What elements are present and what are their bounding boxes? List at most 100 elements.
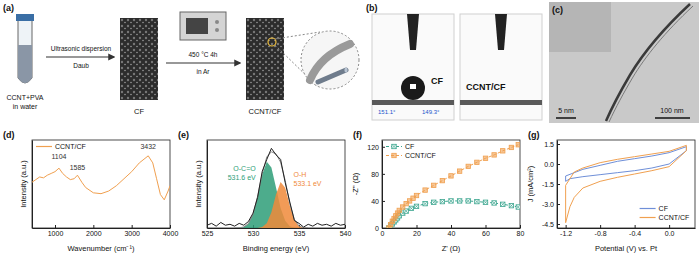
axis-title: J (mA/cm²) [526, 165, 535, 202]
marker-cross [501, 202, 505, 206]
legend: CFCCNT/CF [386, 143, 436, 159]
axis: 04080120 [367, 141, 385, 232]
tick-label: -3.0 [542, 201, 554, 208]
arrow [46, 56, 114, 57]
tick-label: 1000 [48, 230, 64, 237]
tick: 0 [375, 225, 385, 232]
tick-label: 530 [248, 230, 260, 237]
marker [432, 183, 436, 187]
photo [372, 14, 454, 120]
nanotube-end [344, 67, 347, 72]
coated-felt [246, 18, 284, 100]
tick-label: 0 [381, 230, 385, 237]
axis-title: Potential (V) vs. Pt [595, 244, 658, 253]
line [207, 148, 345, 227]
marker [492, 153, 496, 157]
tick: 540 [340, 225, 352, 237]
annotation: O-H [294, 171, 307, 178]
tick-mark [132, 225, 133, 228]
droplet [401, 76, 425, 100]
tick: 60 [482, 225, 490, 237]
legend-marker [392, 144, 396, 148]
tick: 0.0 [665, 225, 675, 237]
tick-label: -0.4 [629, 230, 641, 237]
legend: CFCCNT/CF [640, 205, 690, 221]
data-layer [207, 148, 345, 228]
tick-label: 40 [371, 198, 379, 205]
surface [372, 100, 454, 105]
tick-mark [417, 225, 418, 228]
line [389, 201, 518, 228]
label: Ultrasonic dispersion [51, 45, 112, 53]
data-layer [32, 156, 170, 200]
marker-cross [509, 203, 513, 207]
scale-bar [556, 117, 576, 119]
label: in Ar [196, 68, 210, 75]
marker [466, 164, 470, 168]
axis-title: Intensity (a.u.) [19, 160, 28, 208]
tick: 2000 [86, 225, 102, 237]
axis-line [33, 228, 171, 229]
axis-line [32, 141, 33, 229]
tick-label: -1.5 [542, 181, 554, 188]
photo [460, 14, 542, 120]
axis-title: Z' (Ω) [442, 244, 461, 253]
tick-mark [93, 225, 94, 228]
marker [509, 203, 513, 207]
marker-cross [414, 204, 418, 208]
legend-label: CCNT/CF [55, 143, 86, 150]
tick-label: 0.0 [544, 161, 554, 168]
tick-label: -4.5 [542, 221, 554, 228]
nanotube-wall [609, 6, 693, 122]
line [32, 156, 170, 200]
annotation: 3432 [140, 143, 156, 150]
tick: -0.4 [629, 225, 641, 237]
tick-mark [486, 225, 487, 228]
legend-label: CCNT/CF [405, 152, 436, 159]
tick-mark [382, 174, 385, 175]
marker [501, 202, 505, 206]
label: CF [134, 107, 144, 116]
marker-cross [475, 199, 479, 203]
data-layer [566, 145, 687, 222]
marker [432, 200, 436, 204]
chart: 02040608004080120(f)Z' (Ω)-Z'' (Ω)CFCCNT… [351, 130, 524, 253]
legend-line [640, 208, 656, 209]
marker [409, 206, 413, 210]
tick-mark [382, 147, 385, 148]
line [235, 152, 309, 228]
marker-cross [483, 200, 487, 204]
tick-label: 20 [413, 230, 421, 237]
marker [449, 174, 453, 178]
tick-mark [170, 225, 171, 228]
axis-line [207, 141, 208, 229]
annotation: 531.6 eV [228, 174, 256, 181]
arrow [166, 62, 240, 63]
area [235, 162, 309, 228]
label: Daub [73, 62, 89, 69]
figure: (a)CCNT+PVAin waterUltrasonic dispersion… [0, 0, 700, 255]
label: CCNT/CF [249, 107, 282, 116]
tick-mark [566, 225, 567, 228]
marker-cross [466, 199, 470, 203]
tick: 80 [371, 171, 385, 178]
tick-mark [55, 225, 56, 228]
panel-b: (b)CF151.1°149.3°CCNT/CF [366, 3, 542, 120]
axis-line [382, 141, 383, 229]
marker [509, 145, 513, 149]
marker [457, 169, 461, 173]
tick-label: 4000 [163, 230, 179, 237]
plot-frame [207, 140, 345, 228]
furnace-knob [215, 20, 219, 24]
tick-label: 0.0 [665, 230, 675, 237]
scale-bar [655, 117, 690, 119]
tick-label: 1.5 [544, 141, 554, 148]
axis-title: Binding energy (eV) [243, 244, 310, 253]
label: 149.3° [422, 109, 440, 115]
tick-mark [382, 228, 385, 229]
surface [460, 100, 542, 105]
annotation: 1585 [70, 164, 86, 171]
tick-label: 0 [375, 225, 379, 232]
tick-mark [600, 225, 601, 228]
marker [414, 193, 418, 197]
